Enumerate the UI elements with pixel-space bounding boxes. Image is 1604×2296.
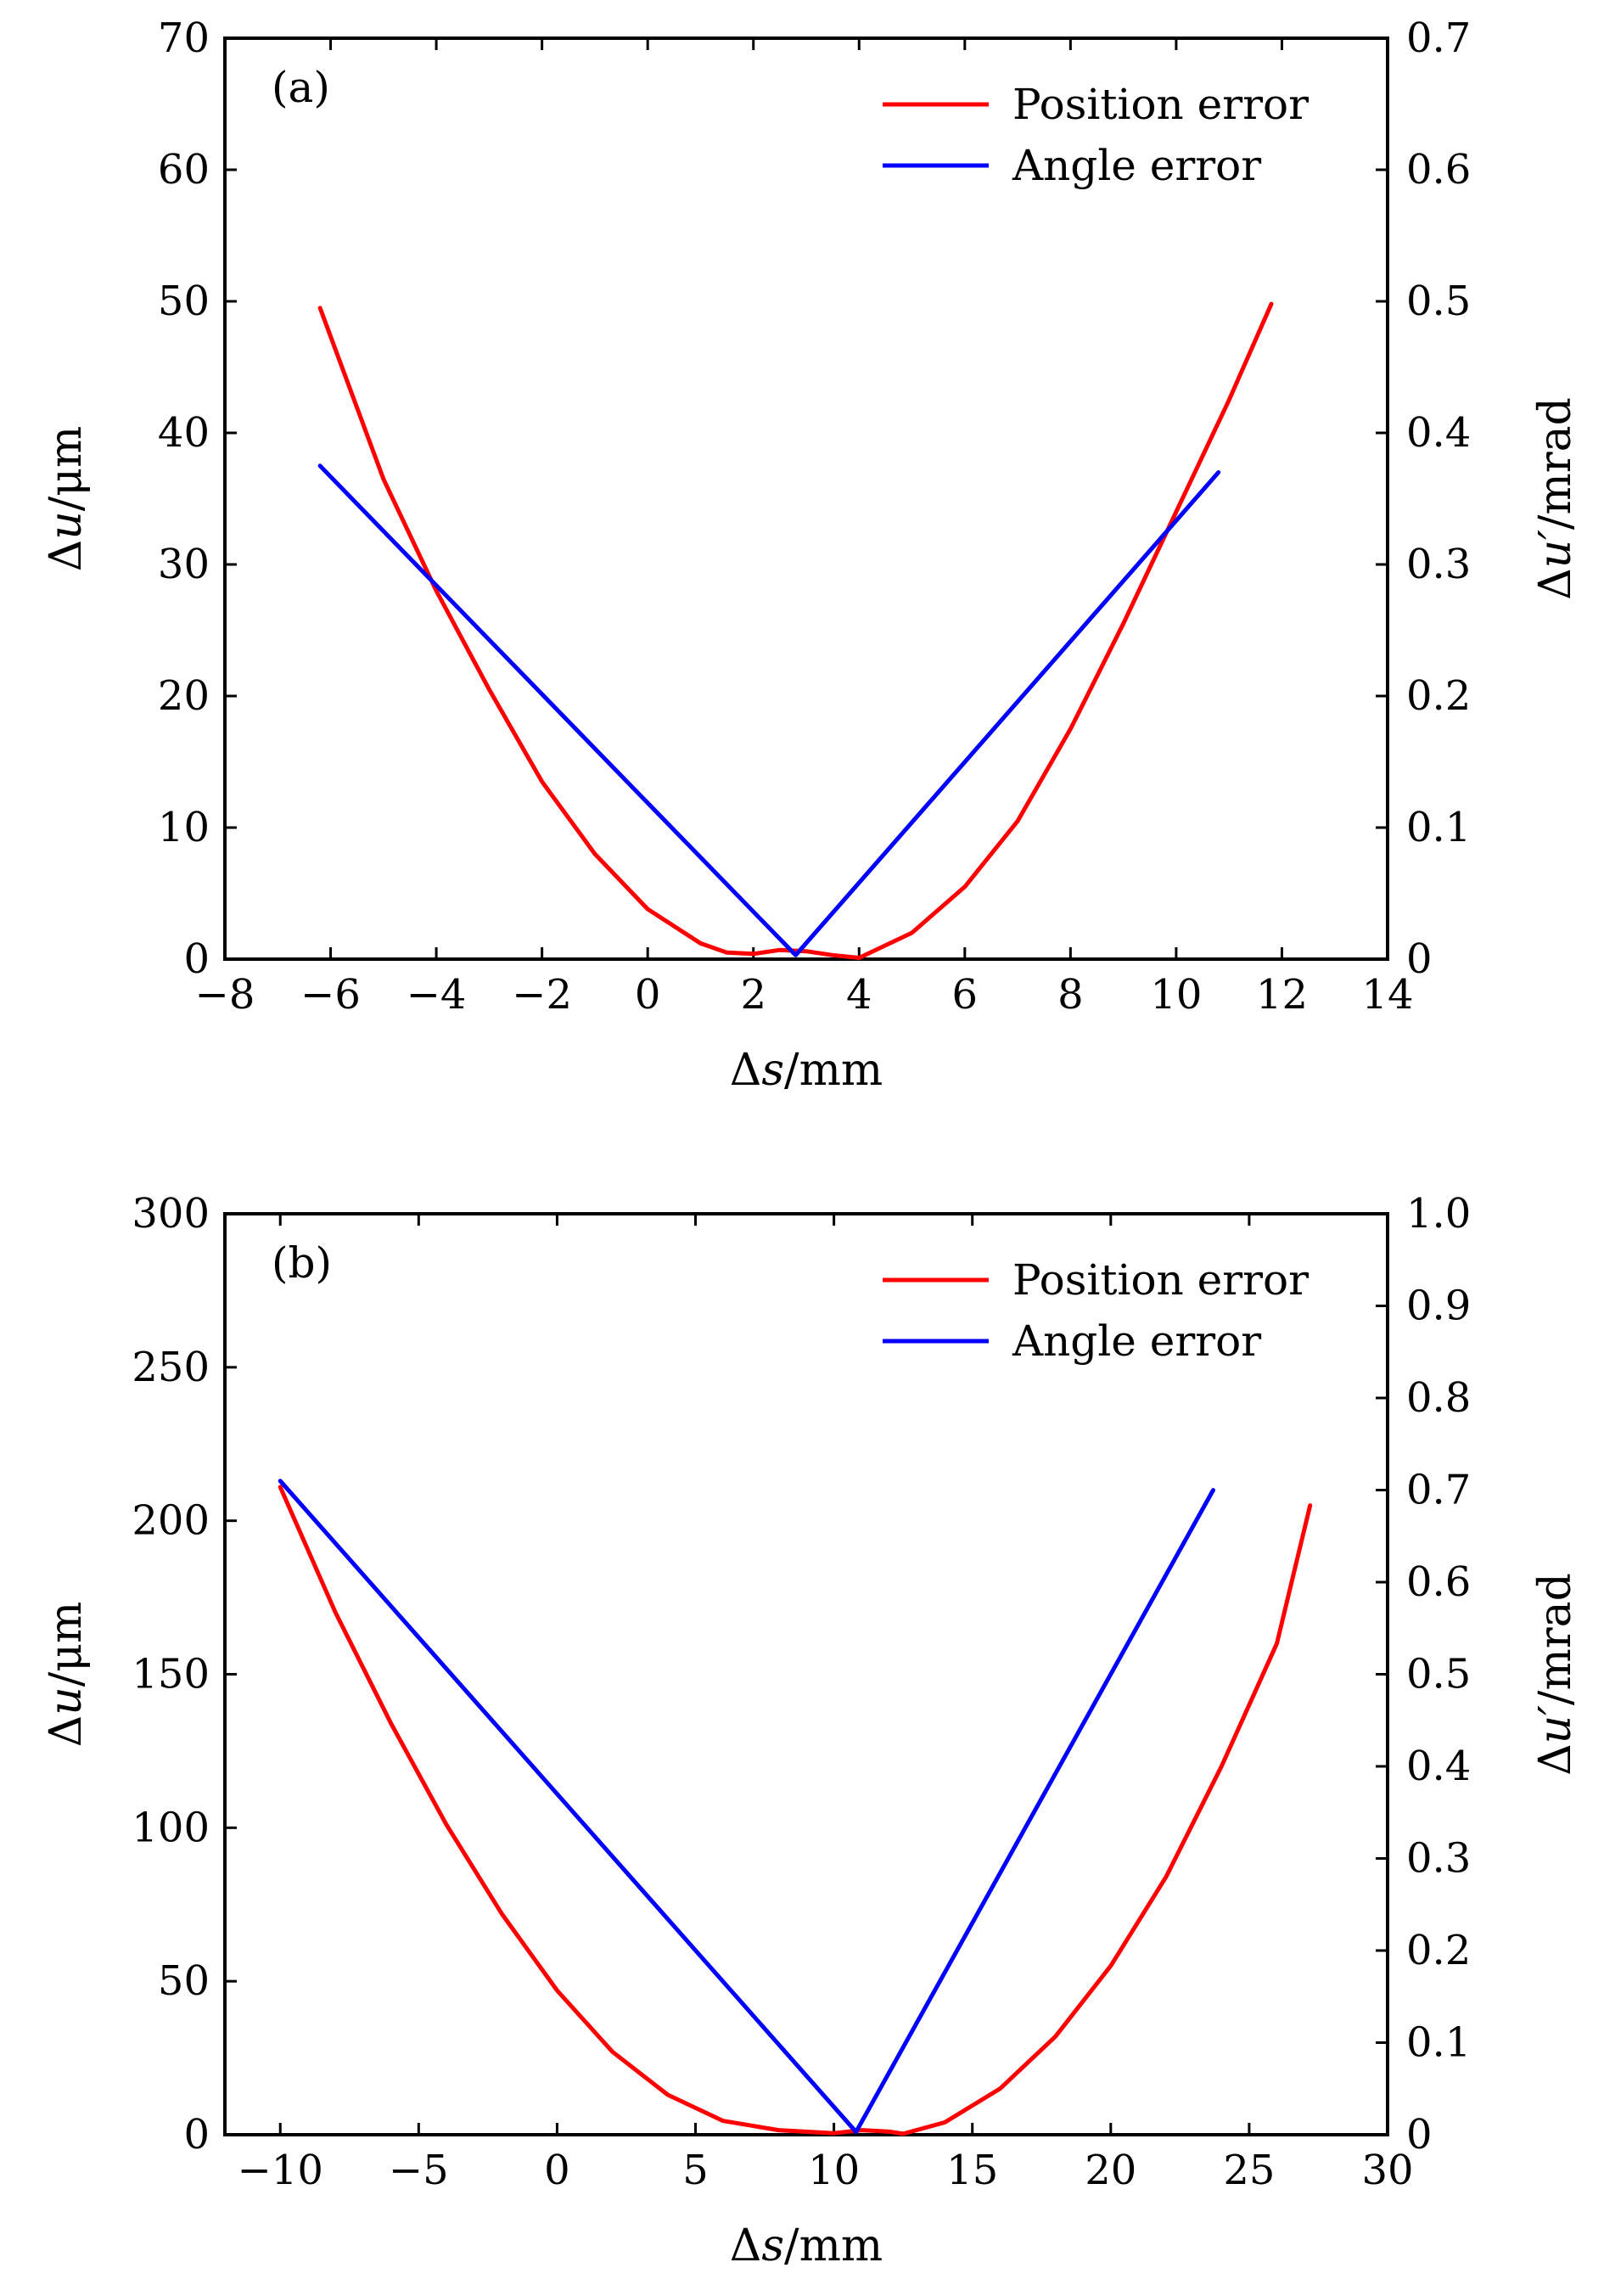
y-left-tick-label: 300: [132, 1190, 210, 1238]
y-right-tick-label: 0.5: [1406, 278, 1471, 325]
y-right-tick-label: 0.1: [1406, 2019, 1471, 2067]
y-right-tick-label: 0.9: [1406, 1283, 1471, 1330]
y-right-tick-label: 0.7: [1406, 14, 1471, 62]
x-tick-label: −2: [512, 971, 572, 1019]
x-axis-title: Δs/mm: [730, 1045, 883, 1096]
plot-frame: [223, 36, 1389, 961]
x-tick-label: 30: [1361, 2147, 1413, 2194]
y-right-tick-label: 0.3: [1406, 541, 1471, 588]
x-tick-label: −5: [389, 2147, 449, 2194]
chart-panel-a: −8 −6 −4 −2 0 2 4 6 8 10 12 1401020304050607000.10.…: [41, 14, 1581, 1096]
x-tick-label: 15: [946, 2147, 998, 2194]
x-tick-label: 10: [1150, 971, 1202, 1019]
x-tick-label: 6: [952, 971, 979, 1019]
x-axis-title: Δs/mm: [730, 2220, 883, 2271]
y-left-tick-label: 0: [183, 2111, 210, 2158]
y-right-tick-label: 0.6: [1406, 146, 1471, 194]
x-tick-label: −4: [407, 971, 467, 1019]
x-tick-label: 4: [846, 971, 872, 1019]
y-right-tick-label: 0.3: [1406, 1835, 1471, 1883]
y-left-tick-label: 40: [158, 409, 210, 457]
y-left-tick-label: 70: [158, 14, 210, 62]
y-right-axis-title: Δu′/mrad: [1530, 397, 1581, 600]
x-tick-label: 12: [1256, 971, 1308, 1019]
y-right-tick-label: 0.6: [1406, 1558, 1471, 1606]
legend-label-position-error: Position error: [1012, 1255, 1309, 1305]
series-line-angle-error: [317, 463, 1221, 957]
x-tick-label: 0: [544, 2147, 570, 2194]
series-line-position-error: [278, 1485, 1313, 2136]
y-right-tick-label: 0.4: [1406, 1743, 1471, 1790]
y-right-tick-label: 0: [1406, 2111, 1433, 2158]
y-right-tick-label: 0.1: [1406, 804, 1471, 851]
y-left-tick-label: 200: [132, 1497, 210, 1545]
y-left-axis-title: Δu/μm: [41, 426, 92, 572]
x-tick-label: 0: [635, 971, 661, 1019]
y-right-tick-label: 0.4: [1406, 409, 1471, 457]
x-tick-label: 5: [682, 2147, 709, 2194]
x-tick-label: 2: [740, 971, 766, 1019]
x-tick-label: 14: [1361, 971, 1413, 1019]
y-right-tick-label: 0.7: [1406, 1467, 1471, 1514]
series-line-angle-error: [278, 1479, 1215, 2135]
series-line-position-error: [317, 301, 1274, 960]
y-right-tick-label: 0.5: [1406, 1651, 1471, 1698]
x-tick-label: 10: [808, 2147, 860, 2194]
x-tick-label: −6: [300, 971, 361, 1019]
y-left-tick-label: 60: [158, 146, 210, 194]
y-right-tick-label: 0.8: [1406, 1374, 1471, 1422]
y-right-axis-title: Δu′/mrad: [1530, 1573, 1581, 1776]
y-left-axis-title: Δu/μm: [41, 1602, 92, 1748]
x-tick-label: 25: [1223, 2147, 1275, 2194]
x-tick-label: 8: [1057, 971, 1084, 1019]
y-left-tick-label: 50: [158, 1957, 210, 2005]
y-right-tick-label: 0.2: [1406, 672, 1471, 720]
x-tick-label: 20: [1085, 2147, 1136, 2194]
y-right-tick-label: 0: [1406, 935, 1433, 983]
y-left-tick-label: 10: [158, 804, 210, 851]
y-left-tick-label: 50: [158, 278, 210, 325]
y-left-tick-label: 0: [183, 935, 210, 983]
x-tick-label: −10: [238, 2147, 323, 2194]
legend-label-position-error: Position error: [1012, 80, 1309, 129]
y-left-tick-label: 100: [132, 1804, 210, 1851]
panel-label: (b): [272, 1238, 332, 1288]
x-tick-label: −8: [195, 971, 255, 1019]
y-right-tick-label: 0.2: [1406, 1927, 1471, 1974]
panel-label: (a): [272, 63, 330, 112]
y-left-tick-label: 250: [132, 1344, 210, 1391]
y-left-tick-label: 20: [158, 672, 210, 720]
legend-label-angle-error: Angle error: [1012, 141, 1261, 190]
y-right-tick-label: 1.0: [1406, 1190, 1471, 1238]
y-left-tick-label: 30: [158, 541, 210, 588]
chart-panel-b: −10 −5 0 5 10 15 20 25 3005010015020025030000.10…: [41, 1190, 1581, 2271]
y-left-tick-label: 150: [132, 1651, 210, 1698]
legend-label-angle-error: Angle error: [1012, 1316, 1261, 1366]
